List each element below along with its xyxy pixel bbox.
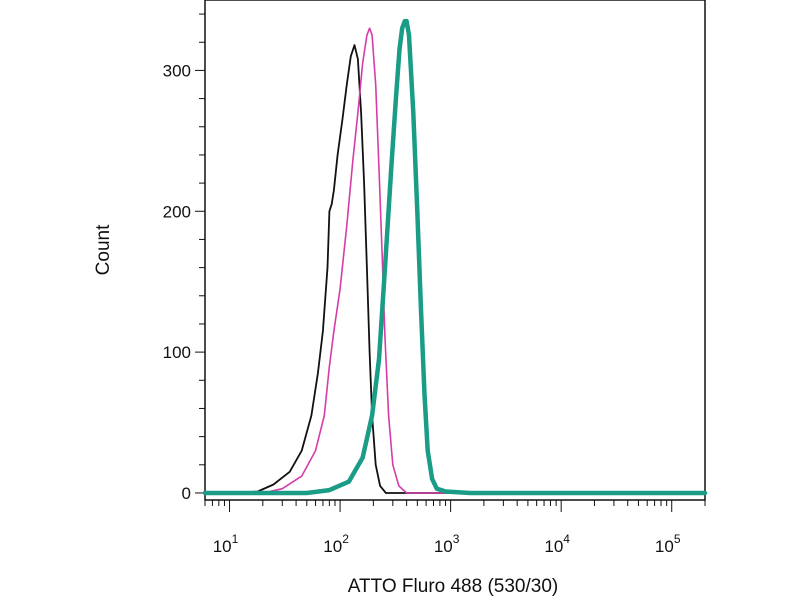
y-axis: 0 100 200 300 xyxy=(163,13,205,503)
y-tick-label: 200 xyxy=(163,202,191,221)
plot-frame xyxy=(204,0,706,501)
y-axis-title: Count xyxy=(93,224,114,275)
histogram-series-2 xyxy=(204,27,706,494)
x-tick-label: 102 xyxy=(323,532,349,556)
x-tick-label: 104 xyxy=(544,532,570,556)
x-tick-label: 103 xyxy=(434,532,460,556)
x-axis: 101 102 103 104 105 xyxy=(204,500,706,556)
series-layer xyxy=(202,18,708,496)
x-tick-label: 105 xyxy=(655,532,681,556)
x-axis-title: ATTO Fluro 488 (530/30) xyxy=(348,576,559,597)
y-tick-label: 0 xyxy=(182,484,191,503)
y-tick-label: 300 xyxy=(163,61,191,80)
histogram-series-3 xyxy=(202,18,708,496)
histogram-series-1 xyxy=(204,44,706,494)
x-tick-label: 101 xyxy=(213,532,239,556)
y-tick-label: 100 xyxy=(163,343,191,362)
